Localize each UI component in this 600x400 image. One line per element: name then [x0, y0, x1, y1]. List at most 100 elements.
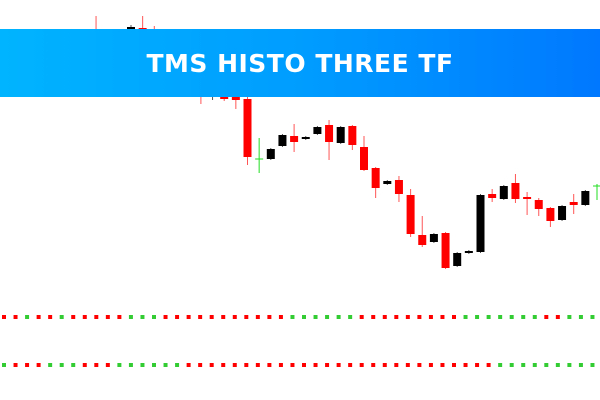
histo-dot-red — [198, 363, 203, 367]
histo-dot-red — [209, 315, 214, 319]
candle — [488, 189, 497, 202]
candle-body — [429, 234, 438, 242]
candle-body — [360, 147, 368, 170]
histo-dot-red — [244, 363, 249, 367]
histo-dot-red — [428, 363, 433, 367]
candle-body — [464, 251, 473, 253]
candle-body — [511, 183, 520, 199]
histo-dot-green — [71, 363, 76, 367]
candle — [523, 192, 532, 215]
histo-dot-red — [405, 363, 410, 367]
histo-dot-green — [25, 315, 30, 319]
histo-dot-green — [475, 315, 480, 319]
candle — [546, 207, 555, 227]
histo-dot-red — [94, 363, 99, 367]
candle-body — [290, 136, 299, 142]
histo-dot-green — [325, 315, 330, 319]
histo-dot-red — [394, 363, 399, 367]
histo-dot-green — [532, 315, 537, 319]
histo-dot-red — [209, 363, 214, 367]
candle — [534, 198, 543, 216]
candle — [313, 126, 322, 135]
histo-dot-red — [255, 315, 260, 319]
histo-dot-green — [567, 363, 572, 367]
histo-dot-green — [59, 315, 64, 319]
histo-dot-red — [290, 363, 295, 367]
histo-dot-red — [94, 315, 99, 319]
histo-dot-red — [486, 363, 491, 367]
candle — [511, 174, 520, 203]
histo-dot-red — [428, 315, 433, 319]
candle — [325, 120, 334, 160]
candle-body — [453, 253, 462, 266]
histo-dot-red — [555, 315, 560, 319]
histo-dot-green — [290, 315, 295, 319]
histo-dot-green — [2, 363, 6, 367]
banner-title: TMS HISTO THREE TF — [146, 48, 454, 78]
histo-dot-red — [186, 315, 191, 319]
candle — [406, 189, 415, 237]
histo-dot-red — [417, 315, 422, 319]
candle — [464, 250, 473, 254]
histo-dot-red — [278, 363, 283, 367]
candle-body — [243, 99, 252, 157]
histo-dot-green — [521, 363, 526, 367]
histo-dot-green — [590, 363, 595, 367]
candle — [266, 148, 275, 160]
histo-dot-green — [509, 315, 514, 319]
candle-body — [534, 200, 543, 209]
candle-body — [383, 181, 392, 184]
candle — [383, 180, 392, 185]
histo-dot-red — [105, 315, 110, 319]
candle-body — [406, 195, 415, 234]
candle-body — [301, 137, 310, 139]
histo-dot-red — [232, 363, 237, 367]
candle-body — [394, 180, 403, 194]
histo-dot-green — [175, 363, 180, 367]
histo-dot-red — [405, 315, 410, 319]
candle-body — [569, 202, 578, 205]
histo-dot-red — [71, 315, 76, 319]
histo-dot-red — [13, 315, 18, 319]
candle — [278, 134, 287, 147]
histo-dot-red — [221, 315, 226, 319]
histo-dot-green — [521, 315, 526, 319]
histo-dot-green — [532, 363, 537, 367]
histo-dot-green — [509, 363, 514, 367]
histo-dot-red — [440, 363, 445, 367]
histo-dot-green — [463, 315, 468, 319]
histo-dot-red — [105, 363, 110, 367]
histo-dot-green — [128, 315, 133, 319]
histo-dot-red — [452, 315, 456, 319]
candle-body — [325, 125, 334, 142]
histo-dot-red — [36, 315, 41, 319]
candle-body — [476, 195, 485, 252]
histo-dot-red — [25, 363, 30, 367]
histo-dot-red — [267, 363, 272, 367]
histo-dot-red — [371, 315, 376, 319]
histo-dot-green — [48, 363, 53, 367]
histo-dot-red — [267, 315, 272, 319]
histo-dot-red — [475, 363, 480, 367]
candle-body — [441, 233, 450, 268]
histo-dot-red — [359, 363, 364, 367]
candle — [453, 252, 462, 267]
histo-dot-green — [578, 315, 583, 319]
histo-dot-red — [221, 363, 226, 367]
histo-dot-red — [302, 363, 306, 367]
candle-body — [313, 127, 322, 134]
candle-body — [546, 208, 555, 221]
candle-body — [371, 168, 380, 188]
candle-body — [581, 191, 590, 205]
histo-dot-red — [198, 315, 203, 319]
histo-dot-red — [382, 315, 387, 319]
histo-dot-red — [244, 315, 249, 319]
candle — [593, 184, 600, 200]
candle — [581, 190, 590, 206]
histo-dot-green — [567, 315, 572, 319]
candle-body — [499, 186, 508, 199]
histo-dot-green — [590, 315, 595, 319]
histo-dot-green — [163, 363, 168, 367]
candle — [348, 125, 357, 150]
histo-dot-red — [232, 315, 237, 319]
